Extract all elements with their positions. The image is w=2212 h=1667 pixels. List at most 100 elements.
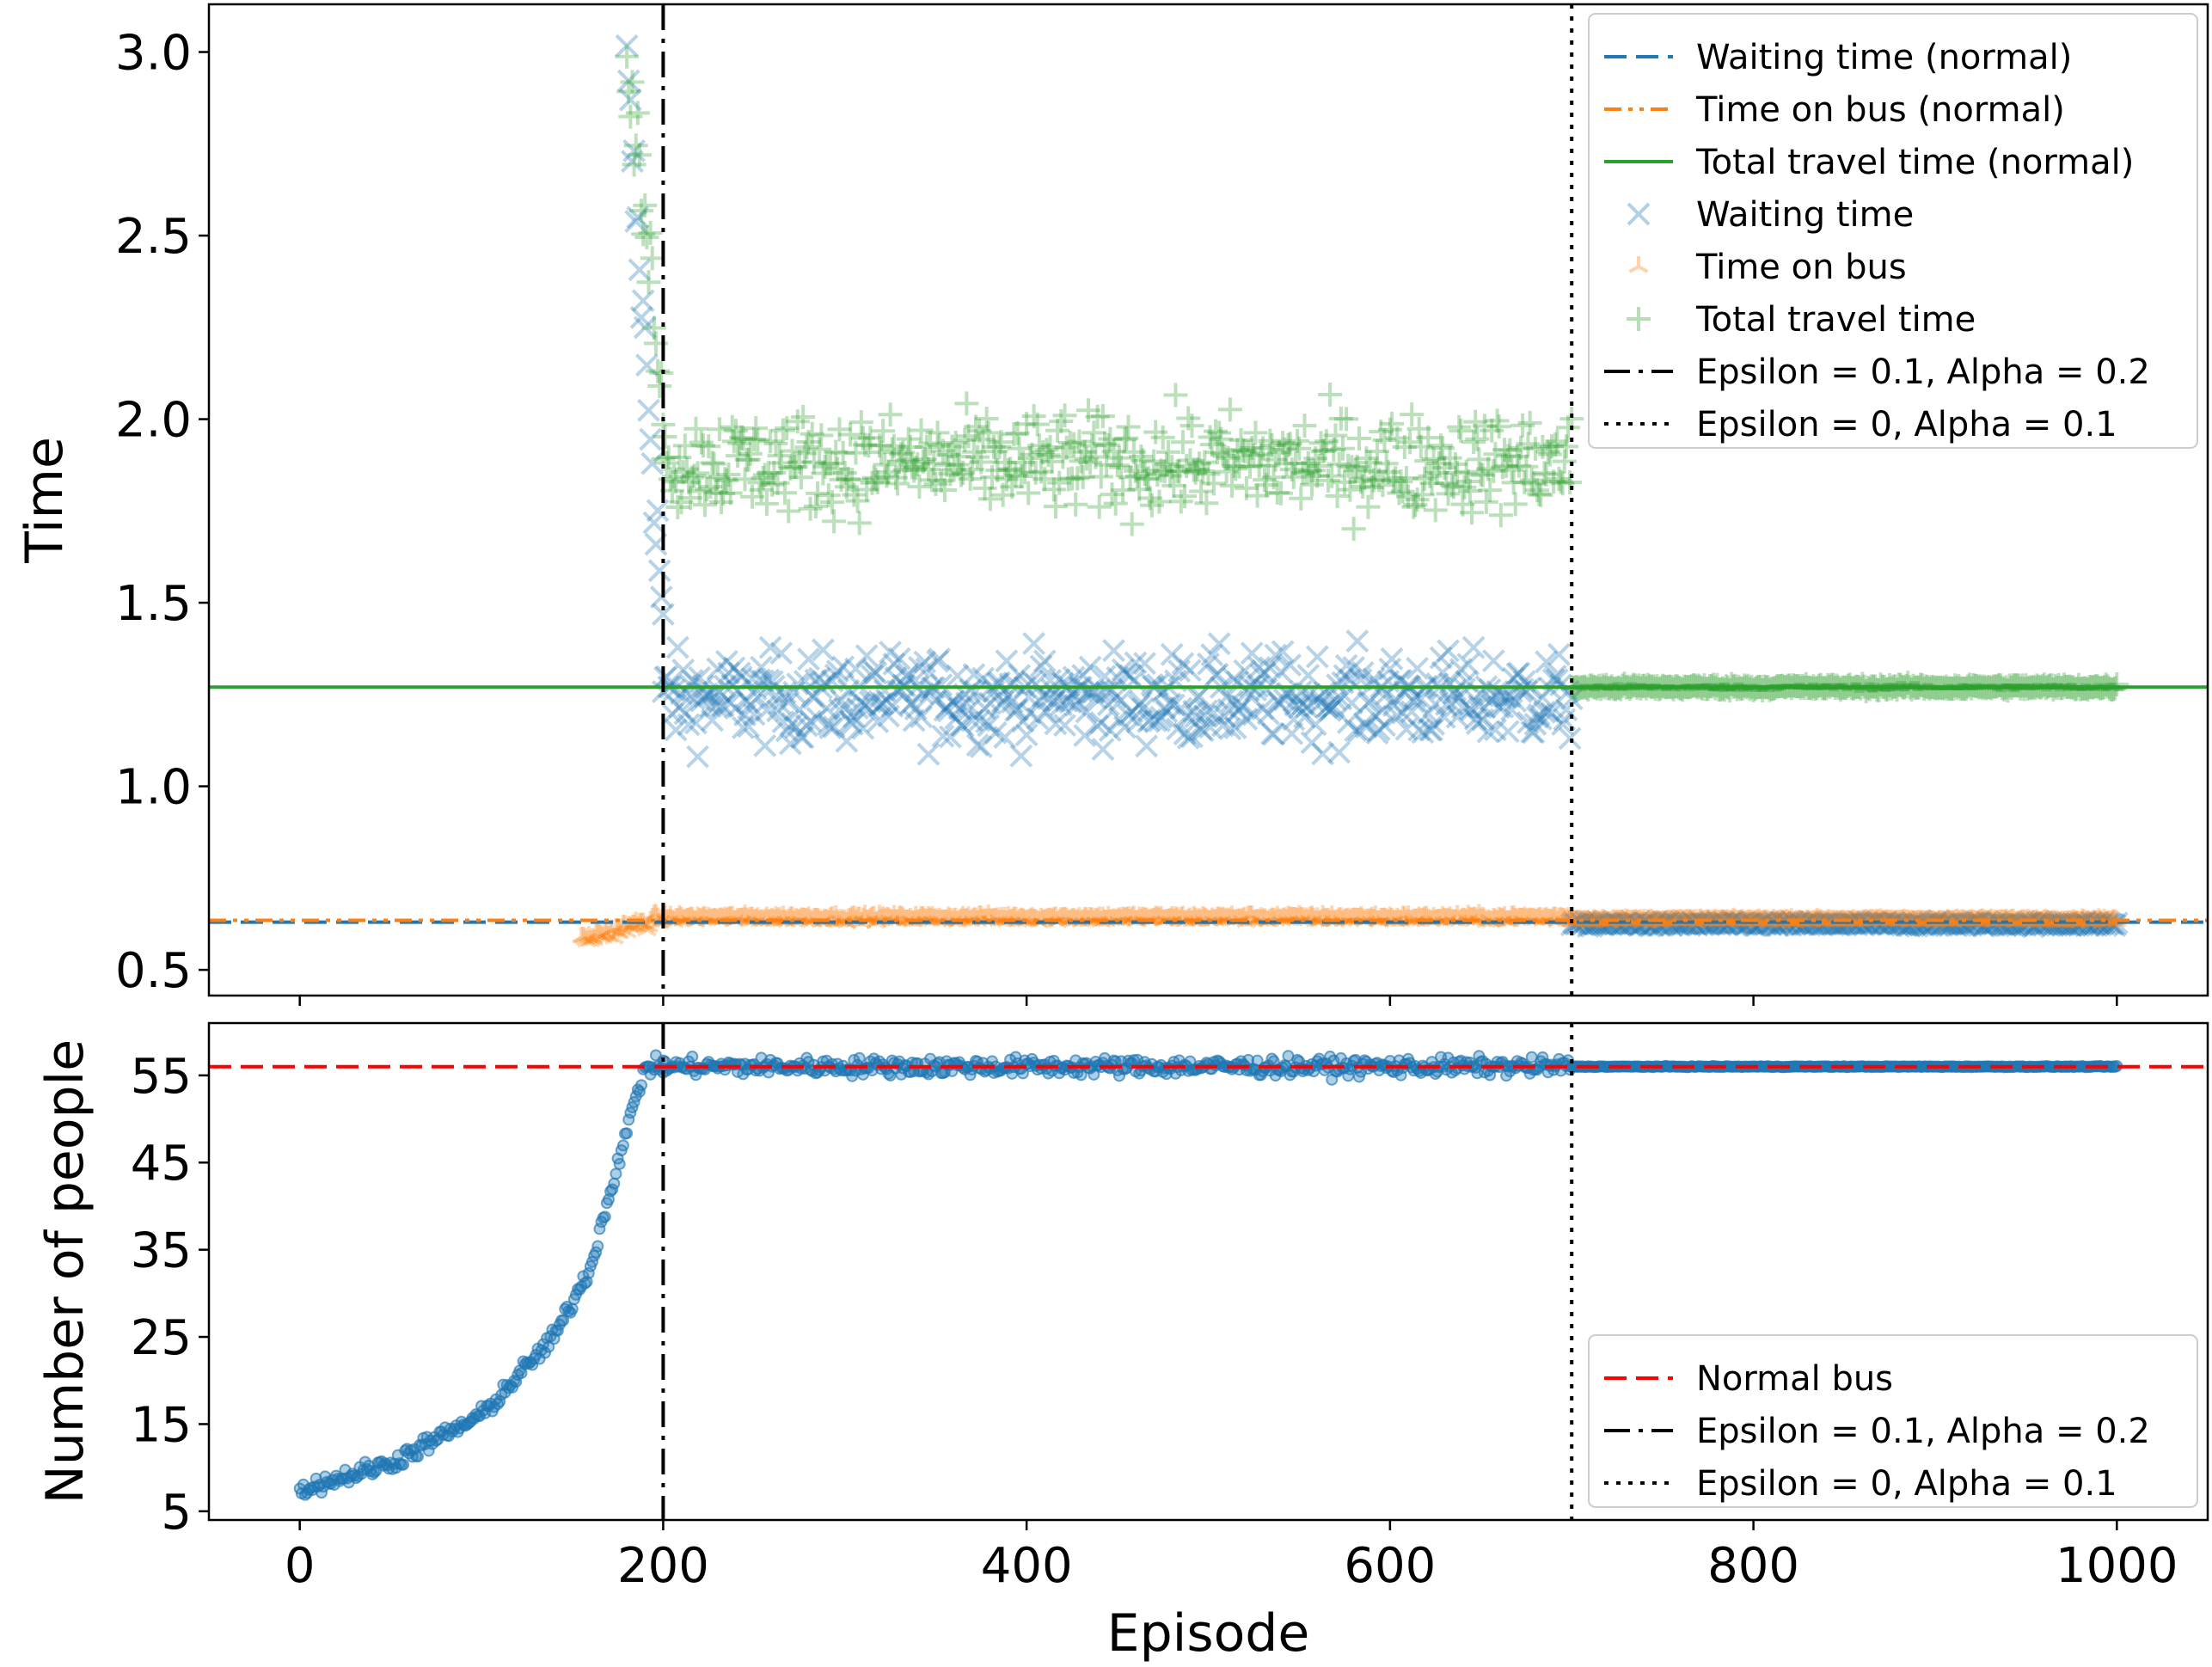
waiting-time-point	[1124, 651, 1148, 675]
waiting-time-point	[2076, 913, 2099, 937]
waiting-time-point	[1161, 693, 1186, 717]
waiting-time-point	[733, 703, 757, 727]
waiting-time-point	[1783, 913, 1807, 936]
waiting-time-point	[898, 692, 922, 716]
waiting-time-point	[938, 725, 962, 749]
waiting-time-point	[1907, 911, 1931, 935]
waiting-time-point	[1118, 664, 1143, 687]
waiting-time-point	[1476, 720, 1500, 744]
waiting-time-point	[1345, 629, 1369, 653]
waiting-time-point	[771, 710, 795, 734]
waiting-time-point	[1885, 913, 1909, 936]
waiting-time-point	[1073, 724, 1097, 747]
waiting-time-point	[1174, 705, 1198, 728]
total-travel-time-point	[1488, 503, 1513, 528]
total-travel-time-point	[1119, 512, 1144, 536]
waiting-time-point	[904, 697, 928, 721]
waiting-time-point	[1256, 702, 1280, 726]
waiting-time-point	[2029, 912, 2052, 936]
time-on-bus-point	[593, 927, 614, 944]
waiting-time-point	[1247, 656, 1271, 679]
waiting-time-point	[1153, 696, 1177, 720]
waiting-time-point	[1460, 698, 1484, 721]
total-travel-time-point	[1334, 407, 1359, 432]
waiting-time-point	[1767, 914, 1791, 938]
total-travel-time-point	[636, 270, 661, 295]
total-travel-time-point	[615, 44, 640, 69]
waiting-time-point	[833, 697, 857, 720]
waiting-time-point	[1952, 913, 1976, 937]
waiting-time-point	[1280, 721, 1304, 745]
waiting-time-point	[1874, 910, 1898, 935]
waiting-time-point	[1138, 708, 1162, 732]
waiting-time-point	[897, 662, 921, 686]
waiting-time-point	[2105, 911, 2129, 935]
waiting-time-point	[1473, 696, 1497, 720]
waiting-time-point	[766, 699, 789, 723]
time-on-bus-point	[597, 922, 617, 941]
waiting-time-point	[1903, 912, 1927, 936]
waiting-time-point	[1718, 911, 1742, 935]
waiting-time-point	[745, 685, 769, 709]
waiting-time-point	[782, 680, 806, 704]
waiting-time-point	[1176, 726, 1200, 750]
waiting-time-point	[2014, 912, 2038, 936]
legend-label: Epsilon = 0, Alpha = 0.1	[1696, 1464, 2117, 1504]
waiting-time-point	[949, 713, 973, 737]
waiting-time-point	[704, 695, 728, 718]
y-tick-label: 15	[131, 1397, 192, 1453]
total-travel-time-point	[954, 391, 979, 416]
waiting-time-point	[1468, 694, 1491, 718]
waiting-time-point	[2039, 911, 2063, 935]
waiting-time-point	[1112, 715, 1137, 739]
waiting-time-point	[1008, 664, 1032, 688]
number-of-people-point	[598, 1210, 611, 1223]
waiting-time-point	[2036, 913, 2060, 936]
waiting-time-point	[1781, 910, 1805, 935]
waiting-time-point	[1034, 701, 1058, 724]
waiting-time-point	[1696, 912, 1720, 936]
waiting-time-point	[1200, 643, 1224, 667]
x-tick-label: 0	[285, 1538, 316, 1594]
waiting-time-point	[2037, 911, 2062, 935]
waiting-time-point	[926, 649, 949, 673]
total-travel-time-point	[649, 360, 674, 385]
total-travel-time-point	[812, 454, 837, 479]
waiting-time-point	[800, 683, 824, 708]
waiting-time-point	[908, 655, 931, 679]
waiting-time-point	[818, 716, 843, 739]
waiting-time-point	[1847, 910, 1871, 934]
waiting-time-point	[1320, 696, 1344, 720]
waiting-time-point	[1184, 705, 1208, 729]
total-travel-time-point	[1063, 492, 1088, 517]
waiting-time-point	[1422, 713, 1446, 736]
waiting-time-point	[1309, 691, 1333, 715]
waiting-time-point	[1207, 632, 1231, 656]
waiting-time-point	[631, 289, 655, 313]
waiting-time-point	[822, 714, 846, 739]
waiting-time-point	[1363, 704, 1388, 728]
waiting-time-point	[1453, 677, 1476, 702]
waiting-time-point	[1187, 684, 1211, 708]
waiting-time-point	[1380, 647, 1404, 671]
waiting-time-point	[973, 696, 996, 720]
time-on-bus-point	[598, 926, 619, 944]
total-travel-time-point	[1341, 517, 1366, 542]
time-on-bus-point	[969, 904, 990, 922]
waiting-time-point	[689, 689, 714, 713]
waiting-time-point	[1086, 714, 1109, 738]
waiting-time-point	[1559, 913, 1584, 937]
legend-label: Time on bus	[1695, 248, 1907, 287]
waiting-time-point	[1992, 912, 2016, 936]
waiting-time-point	[1829, 913, 1853, 937]
waiting-time-point	[1878, 911, 1902, 935]
waiting-time-point	[1391, 701, 1415, 725]
waiting-time-point	[1559, 687, 1584, 711]
waiting-time-point	[884, 666, 908, 689]
waiting-time-point	[1596, 912, 1620, 936]
legend-label: Time on bus (normal)	[1695, 90, 2065, 130]
waiting-time-point	[1823, 912, 1847, 936]
waiting-time-point	[1589, 912, 1613, 936]
waiting-time-point	[1360, 673, 1384, 697]
